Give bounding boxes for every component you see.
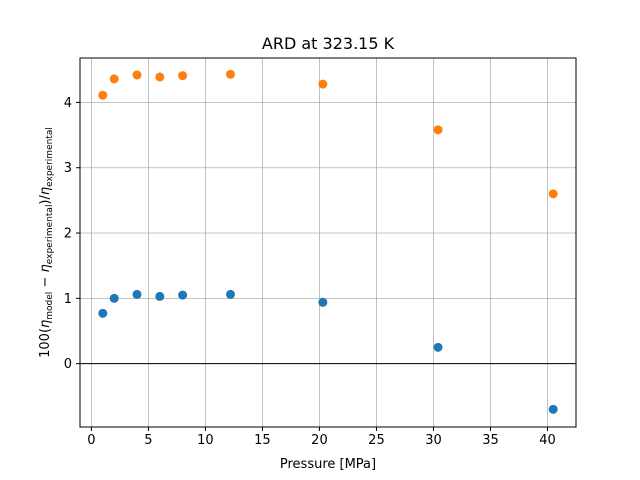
y-label-sub-1: model xyxy=(45,292,55,320)
data-point-series-1 xyxy=(109,293,119,303)
x-tick-label: 30 xyxy=(425,433,442,448)
data-point-series-1 xyxy=(433,342,443,352)
ticks-layer: 0 5 10 15 20 25 30 35 40 0 1 2 3 4 xyxy=(64,96,556,448)
x-tick-label: 15 xyxy=(254,433,271,448)
data-point-series-2 xyxy=(132,70,142,80)
x-tick-label: 5 xyxy=(144,433,152,448)
data-point-series-1 xyxy=(318,297,328,307)
x-axis-label: Pressure [MPa] xyxy=(280,457,376,472)
points-layer xyxy=(98,69,558,414)
y-label-minus: − xyxy=(38,273,53,292)
y-label-end: )/ xyxy=(38,194,53,204)
y-tick-label: 1 xyxy=(64,292,72,307)
y-label-sub-2: experimental xyxy=(45,205,55,265)
x-tick-label: 35 xyxy=(482,433,499,448)
y-label-sub-3: experimental xyxy=(45,127,55,187)
data-point-series-1 xyxy=(155,291,165,301)
data-point-series-1 xyxy=(226,289,236,299)
data-point-series-1 xyxy=(178,290,188,300)
data-point-series-2 xyxy=(433,125,443,135)
y-tick-label: 2 xyxy=(64,227,72,242)
y-tick-label: 0 xyxy=(64,357,72,372)
data-point-series-2 xyxy=(98,90,108,100)
y-tick-label: 4 xyxy=(64,96,72,111)
data-point-series-2 xyxy=(226,69,236,79)
data-point-series-2 xyxy=(548,189,558,199)
y-label-eta-2: η xyxy=(38,264,53,272)
y-label-eta-1: η xyxy=(38,320,53,328)
chart-title: ARD at 323.15 K xyxy=(262,34,395,53)
x-tick-label: 25 xyxy=(368,433,385,448)
x-tick-label: 20 xyxy=(311,433,328,448)
y-label-eta-3: η xyxy=(38,187,53,195)
y-tick-label: 3 xyxy=(64,161,72,176)
data-point-series-2 xyxy=(318,79,328,89)
data-point-series-2 xyxy=(178,71,188,81)
data-point-series-1 xyxy=(98,308,108,318)
y-axis-label: 100(ηmodel − ηexperimental)/ηexperimenta… xyxy=(38,127,55,358)
data-point-series-1 xyxy=(548,404,558,414)
x-tick-label: 40 xyxy=(539,433,556,448)
x-tick-label: 0 xyxy=(87,433,95,448)
data-point-series-1 xyxy=(132,289,142,299)
y-label-prefix: 100( xyxy=(38,328,53,358)
plot-frame xyxy=(79,57,577,428)
x-tick-label: 10 xyxy=(197,433,214,448)
data-point-series-2 xyxy=(155,72,165,82)
data-point-series-2 xyxy=(109,74,119,84)
